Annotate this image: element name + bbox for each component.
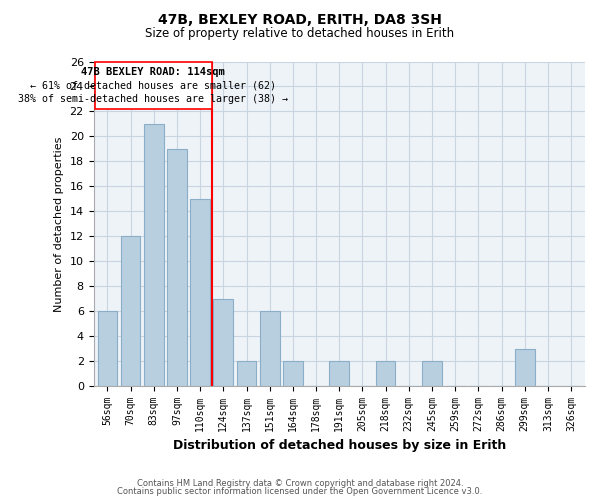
Text: Contains public sector information licensed under the Open Government Licence v3: Contains public sector information licen… (118, 487, 482, 496)
Bar (260, 312, 280, 386)
Bar (121, 236, 140, 386)
Bar (329, 361, 349, 386)
Bar (236, 361, 256, 386)
Bar (283, 361, 303, 386)
Bar (376, 361, 395, 386)
Bar (95, 62, 212, 109)
X-axis label: Distribution of detached houses by size in Erith: Distribution of detached houses by size … (173, 440, 506, 452)
Text: Size of property relative to detached houses in Erith: Size of property relative to detached ho… (145, 28, 455, 40)
Bar (98, 312, 117, 386)
Text: 47B BEXLEY ROAD: 114sqm: 47B BEXLEY ROAD: 114sqm (82, 67, 225, 77)
Bar (144, 124, 164, 386)
Text: ← 61% of detached houses are smaller (62): ← 61% of detached houses are smaller (62… (30, 80, 276, 90)
Text: Contains HM Land Registry data © Crown copyright and database right 2024.: Contains HM Land Registry data © Crown c… (137, 478, 463, 488)
Text: 38% of semi-detached houses are larger (38) →: 38% of semi-detached houses are larger (… (18, 94, 288, 104)
Y-axis label: Number of detached properties: Number of detached properties (54, 136, 64, 312)
Bar (422, 361, 442, 386)
Bar (214, 299, 233, 386)
Bar (515, 348, 535, 386)
Bar (167, 149, 187, 386)
Text: 47B, BEXLEY ROAD, ERITH, DA8 3SH: 47B, BEXLEY ROAD, ERITH, DA8 3SH (158, 12, 442, 26)
Bar (190, 199, 210, 386)
